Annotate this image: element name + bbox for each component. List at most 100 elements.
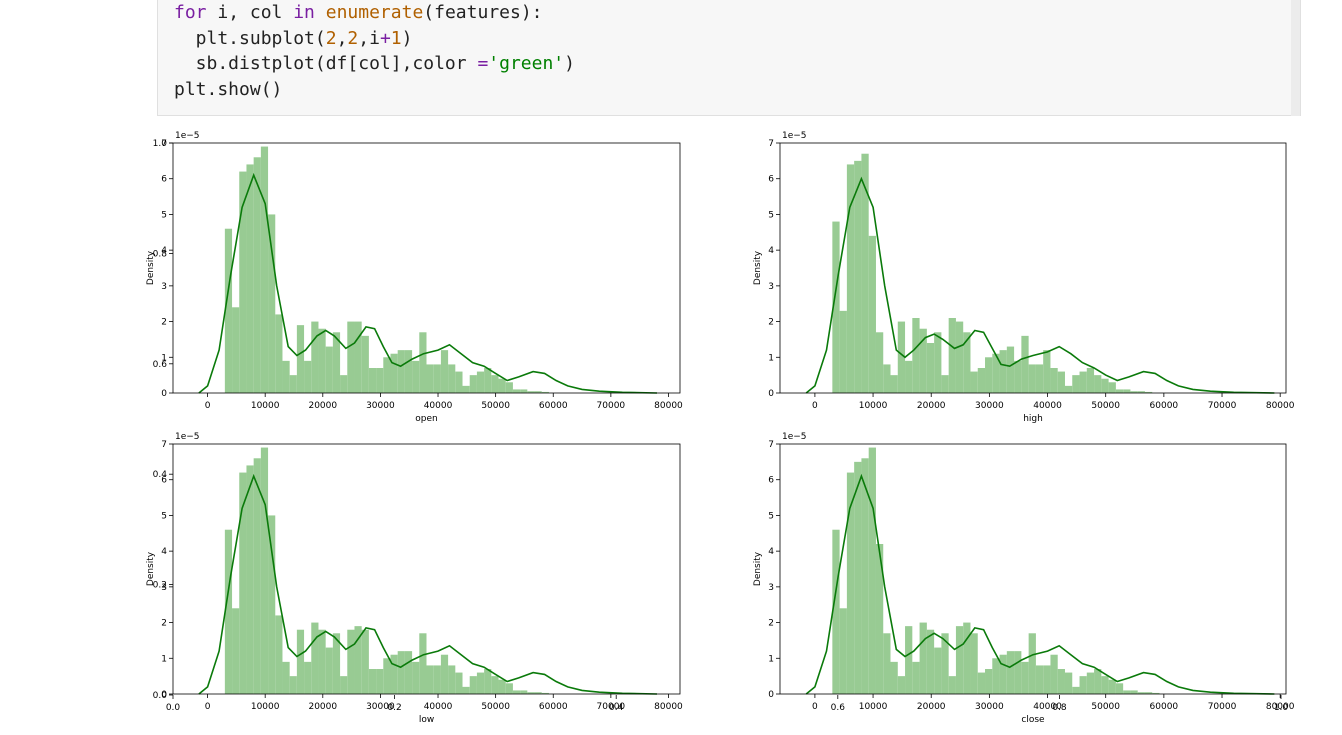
hist-bar [476,672,485,694]
hist-bar [963,622,971,694]
hist-bar [1130,690,1138,694]
hist-bar [505,382,513,393]
hist-bar [1123,690,1131,694]
outer-ytick-label: 0.0 [153,691,168,701]
hist-bar [361,629,369,694]
xtick-label: 80000 [1266,401,1295,411]
hist-bar [476,371,485,393]
code-token: enumerate [325,2,424,23]
hist-bar [1079,676,1087,694]
x-axis-label: high [1023,414,1043,424]
code-token: plt.subplot( [174,27,326,49]
code-editor[interactable]: for i, col in enumerate(features): plt.s… [174,0,575,102]
ytick-label: 1 [161,654,167,664]
hist-bar [926,629,935,694]
ytick-label: 4 [768,246,774,256]
hist-bar [912,318,920,393]
y-scale-label: 1e−5 [782,432,807,442]
hist-bar [527,391,535,393]
hist-bar [484,368,492,393]
hist-bar [1021,335,1029,393]
xtick-label: 70000 [1208,702,1237,712]
hist-bar [433,364,441,393]
hist-bar [905,360,913,393]
hist-bar [832,529,840,694]
xtick-label: 70000 [1208,401,1237,411]
hist-bar [941,633,949,694]
ytick-label: 3 [161,282,167,292]
hist-bar [282,360,290,393]
hist-bar [368,368,377,393]
xtick-label: 10000 [251,401,280,411]
hist-bar [491,375,499,393]
hist-bar [1094,669,1102,694]
hist-bar [1072,686,1080,694]
code-token: 2 [325,27,337,49]
hist-bar [934,647,942,694]
code-token: sb.distplot(df[col],color [174,53,478,74]
hist-bar [1035,665,1044,694]
hist-bar [861,458,869,694]
hist-bar [1108,382,1116,393]
hist-bar [999,350,1007,393]
hist-bar [1094,375,1102,393]
hist-bar [839,608,847,694]
xtick-label: 60000 [539,702,568,712]
code-token: + [379,27,391,49]
ytick-label: 5 [161,511,167,521]
hist-bar [992,658,1000,694]
code-cell[interactable]: for i, col in enumerate(features): plt.s… [157,0,1301,116]
hist-bar [897,321,906,393]
xtick-label: 50000 [1091,702,1120,712]
hist-bar [934,332,942,393]
xtick-label: 20000 [917,702,946,712]
hist-bar [948,318,956,393]
ytick-label: 2 [768,318,774,328]
hist-bar [541,391,549,393]
xtick-label: 40000 [1033,702,1062,712]
hist-bar [1130,391,1138,393]
xtick-label: 0 [812,401,818,411]
hist-bar [376,368,384,393]
code-cell-scrollbar[interactable] [1291,0,1300,116]
hist-bar [340,676,348,694]
ytick-label: 4 [161,246,167,256]
xtick-label: 20000 [308,702,337,712]
x-axis-label: close [1021,715,1045,725]
ytick-label: 7 [161,440,167,450]
hist-bar [1021,661,1029,694]
outer-axes: 0.0 0.0 0.2 0.2 0.4 0.4 0.6 0.6 0.8 0.8 1.0 1.0 [153,139,1289,713]
xtick-label: 80000 [1266,702,1295,712]
hist-bar [304,360,312,393]
outer-ytick-label: 0.2 [153,581,167,591]
hist-bar [275,314,283,393]
ytick-label: 5 [161,210,167,220]
code-line: sb.distplot(df[col],color ='green') [174,53,575,74]
hist-bar [462,385,470,393]
xtick-label: 0 [812,702,818,712]
xtick-label: 10000 [251,702,280,712]
hist-bar [985,669,993,694]
hist-bar [883,364,891,393]
hist-bar [970,371,978,393]
hist-bar [289,375,297,393]
hist-bar [311,622,319,694]
code-token: 2 [347,27,359,49]
hist-bar [512,389,521,393]
xtick-label: 50000 [481,702,510,712]
ytick-label: 0 [161,389,167,399]
hist-bar [318,629,326,694]
outer-xtick-label: 0.6 [831,703,846,713]
hist-bar [1101,676,1109,694]
hist-bar [875,332,884,393]
ytick-label: 1 [768,654,774,664]
hist-bar [1050,654,1058,694]
xtick-label: 30000 [366,401,395,411]
hist-bar [332,633,341,694]
hist-bar [1057,669,1065,694]
hist-bar [534,692,542,694]
code-token: in [293,2,315,23]
hist-bar [491,676,499,694]
hist-bar [469,676,477,694]
hist-bar [854,160,862,393]
